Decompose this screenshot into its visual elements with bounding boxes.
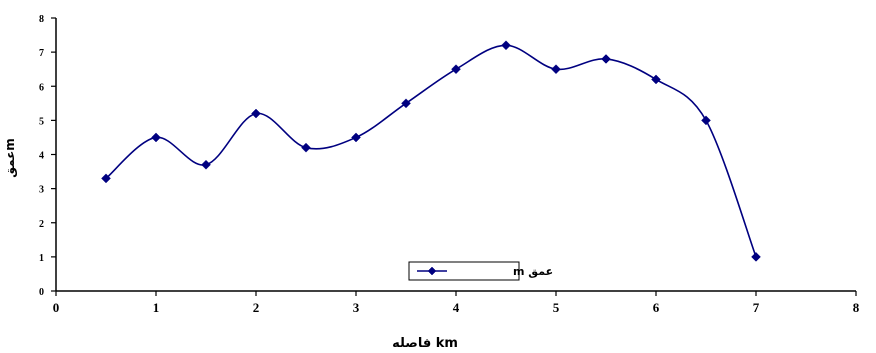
x-tick-label: 5 <box>553 300 560 315</box>
data-point <box>451 64 461 75</box>
data-point <box>551 64 561 75</box>
y-tick-label: 7 <box>39 48 44 59</box>
data-point <box>101 173 111 184</box>
x-tick-label: 8 <box>853 300 860 315</box>
legend: عمق m <box>408 261 553 281</box>
data-point <box>201 159 211 170</box>
series-line <box>105 44 757 258</box>
x-axis-ticks: 0 1 2 3 4 5 6 7 8 <box>53 291 860 315</box>
x-tick-label: 0 <box>53 300 60 315</box>
legend-label: عمق m <box>513 265 553 278</box>
data-point <box>501 40 511 51</box>
data-point <box>651 74 661 85</box>
y-tick-label: 4 <box>39 151 44 162</box>
data-point <box>701 115 711 126</box>
x-tick-label: 1 <box>153 300 160 315</box>
y-tick-label: 8 <box>39 14 44 25</box>
y-tick-label: 1 <box>39 253 44 264</box>
data-point <box>151 132 161 143</box>
y-tick-label: 6 <box>39 82 44 93</box>
series-layer <box>101 40 761 262</box>
data-point <box>751 252 761 262</box>
x-tick-label: 4 <box>453 300 460 315</box>
data-point <box>351 132 361 143</box>
y-tick-label: 5 <box>39 116 44 127</box>
x-tick-label: 2 <box>253 300 260 315</box>
data-point <box>251 108 261 119</box>
y-axis-label: عمقm <box>3 138 17 178</box>
y-tick-label: 0 <box>39 287 44 298</box>
y-tick-label: 3 <box>39 185 44 196</box>
x-axis-label: km فاصله <box>392 336 458 351</box>
data-point <box>301 142 311 153</box>
y-axis-ticks: 0 1 2 3 4 5 6 7 8 <box>39 14 56 298</box>
x-tick-label: 3 <box>353 300 360 315</box>
legend-marker <box>427 266 437 276</box>
y-tick-label: 2 <box>39 219 44 230</box>
legend-box <box>408 261 520 281</box>
x-tick-label: 7 <box>753 300 760 315</box>
x-tick-label: 6 <box>653 300 660 315</box>
data-point <box>601 54 611 64</box>
data-point <box>401 98 411 109</box>
axes <box>55 18 856 292</box>
